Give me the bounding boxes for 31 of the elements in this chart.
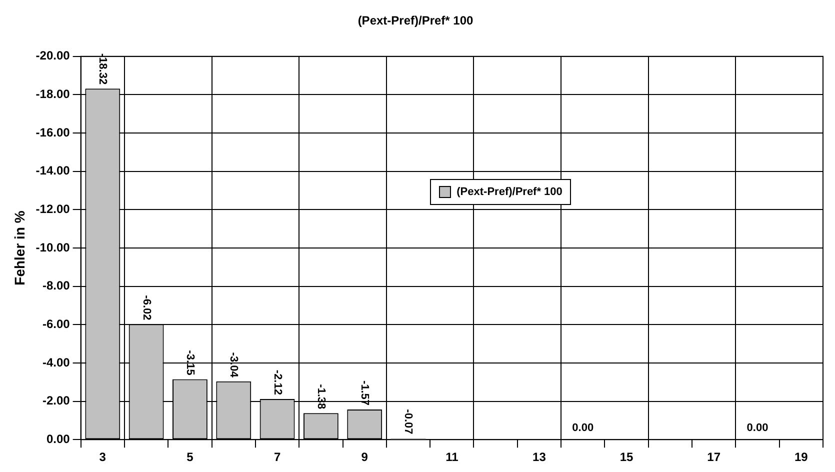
y-tick-label: -14.00	[36, 164, 70, 178]
x-tick-label: 15	[620, 450, 634, 464]
y-tick-label: -16.00	[36, 125, 70, 140]
y-axis-title: Fehler in %	[11, 210, 28, 286]
y-tick-label: -20.00	[36, 48, 70, 63]
x-tick-label: 19	[794, 450, 808, 464]
data-label: -3.04	[228, 352, 240, 378]
data-label: 0.00	[746, 422, 768, 434]
legend-label: (Pext-Pref)/Pref* 100	[456, 186, 562, 198]
y-tick-label: -8.00	[42, 278, 70, 293]
data-label: -0.07	[402, 409, 414, 434]
y-tick-label: -2.00	[42, 394, 70, 408]
y-tick-label: -6.00	[42, 316, 70, 331]
x-tick-label: 5	[186, 450, 194, 464]
y-tick-label: 0.00	[46, 432, 70, 446]
x-tick-label: 11	[446, 450, 459, 464]
data-label: -3.15	[184, 350, 196, 376]
y-tick-label: -10.00	[36, 240, 70, 254]
y-tick-label: -4.00	[42, 355, 70, 370]
data-label: 0.00	[572, 422, 594, 434]
data-label: -18.32	[96, 53, 109, 85]
data-label: -2.12	[271, 370, 284, 395]
x-tick-label: 3	[99, 450, 106, 464]
x-tick-label: 9	[361, 450, 368, 464]
x-tick-label: 7	[274, 450, 281, 464]
y-tick-label: -18.00	[36, 87, 70, 102]
x-tick-label: 13	[532, 450, 546, 464]
x-tick-label: 17	[707, 450, 721, 464]
chart-title: (Pext-Pref)/Pref* 100	[358, 14, 474, 28]
y-tick-label: -12.00	[36, 202, 70, 216]
data-label: -6.02	[140, 295, 152, 320]
